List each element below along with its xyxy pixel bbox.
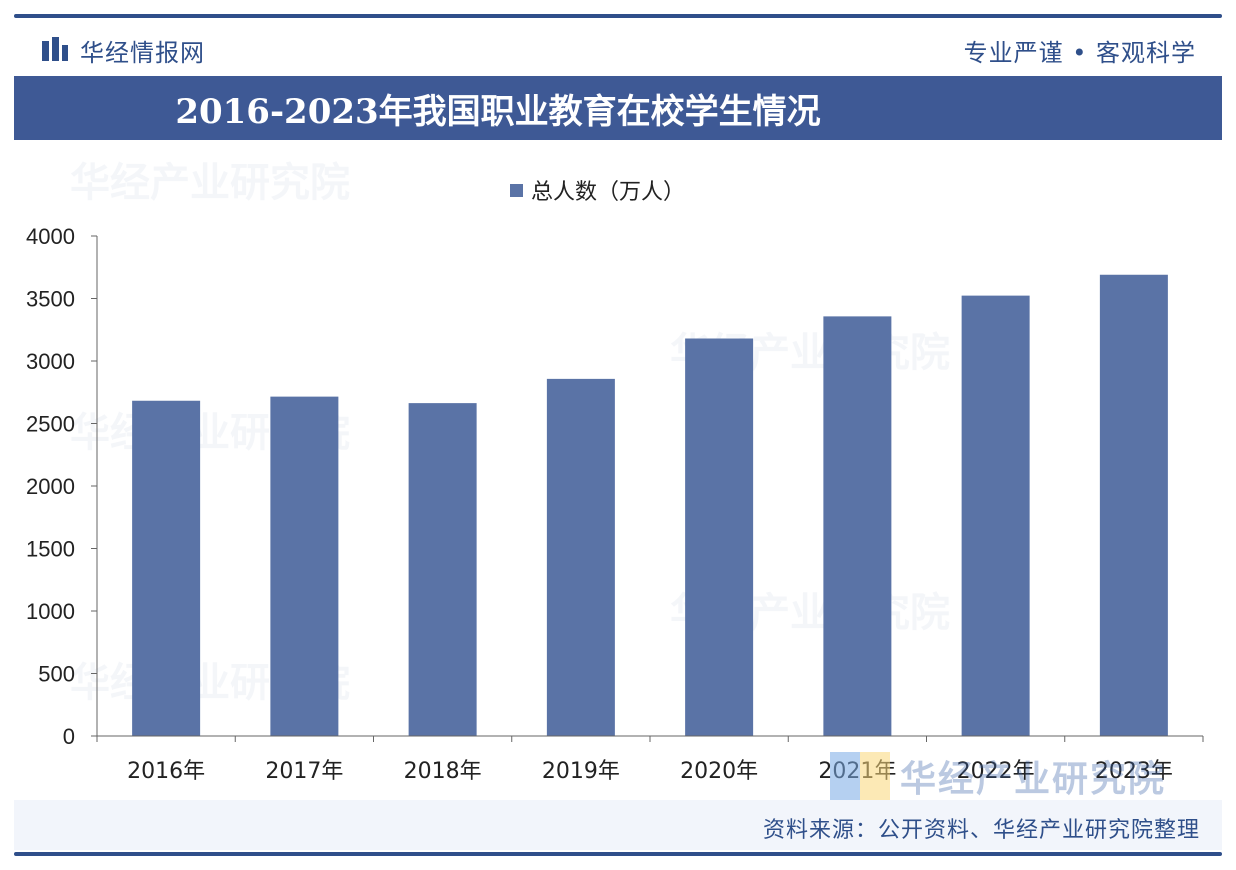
brand-header: 华经情报网 [40, 30, 205, 70]
legend-swatch [510, 183, 523, 197]
top-border-line [14, 14, 1222, 18]
y-tick-label: 3000 [26, 349, 75, 374]
bar-logo-icon [42, 37, 68, 61]
footer-band [14, 800, 1222, 850]
x-tick-label: 2017年 [265, 759, 343, 784]
y-tick-label: 2000 [26, 474, 75, 499]
y-tick-label: 500 [38, 662, 75, 687]
chart-title: 2016-2023年我国职业教育在校学生情况 [175, 91, 821, 132]
x-tick-label: 2020年 [680, 759, 758, 784]
y-tick-label: 4000 [26, 224, 75, 249]
slogan: 专业严谨 • 客观科学 [963, 38, 1196, 67]
footer-brand: 华经产业研究院 [830, 752, 1166, 800]
y-tick-label: 2500 [26, 412, 75, 437]
bar-8 [1099, 274, 1168, 736]
bar-2 [270, 396, 339, 736]
chart-legend: 总人数（万人） [510, 172, 685, 208]
legend-label: 总人数（万人） [531, 180, 686, 205]
x-tick-label: 2016年 [127, 759, 205, 784]
bar-3 [408, 403, 477, 736]
y-tick-label: 3500 [26, 287, 75, 312]
title-bar: 2016-2023年我国职业教育在校学生情况 [14, 76, 1222, 140]
bar-5 [685, 338, 754, 736]
x-tick-label: 2023年 [1095, 759, 1173, 784]
x-tick-label: 2019年 [542, 759, 620, 784]
x-tick-label: 2018年 [404, 759, 482, 784]
brand-name: 华经情报网 [80, 38, 205, 67]
source-note: 资料来源：公开资料、华经产业研究院整理 [762, 818, 1200, 843]
bar-1 [132, 400, 201, 736]
x-tick-label: 2022年 [957, 759, 1035, 784]
bottom-border-line [14, 852, 1222, 856]
bar-7 [961, 295, 1030, 736]
y-tick-label: 1500 [26, 537, 75, 562]
footer-logo-icon [830, 752, 890, 800]
y-tick-label: 1000 [26, 599, 75, 624]
footer-brand-name: 华经产业研究院 [900, 759, 1167, 800]
bar-6 [823, 316, 892, 736]
bar-chart: 0 500 1000 1500 2000 2500 3000 3500 4000 2016年 201… [26, 224, 1204, 784]
y-tick-label: 0 [63, 724, 75, 749]
bar-4 [546, 378, 615, 736]
